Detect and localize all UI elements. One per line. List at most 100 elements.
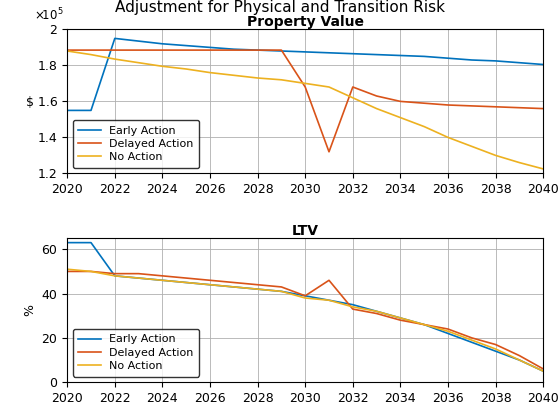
Line: Early Action: Early Action [67, 243, 543, 371]
No Action [540, 166, 547, 171]
Delayed Action [111, 47, 118, 52]
No Action [468, 144, 475, 149]
No Action [278, 77, 285, 82]
Early Action [135, 276, 142, 281]
No Action [349, 95, 356, 100]
No Action [111, 273, 118, 278]
No Action [159, 64, 166, 69]
Delayed Action [326, 149, 333, 154]
Delayed Action [254, 47, 261, 52]
No Action [397, 315, 404, 320]
No Action [445, 135, 451, 140]
Delayed Action [183, 276, 189, 281]
Delayed Action [421, 322, 427, 327]
Early Action [540, 62, 547, 67]
Delayed Action [421, 101, 427, 106]
Early Action [87, 240, 94, 245]
Early Action [64, 108, 71, 113]
No Action [397, 115, 404, 120]
No Action [373, 309, 380, 314]
No Action [254, 76, 261, 81]
Line: Delayed Action: Delayed Action [67, 271, 543, 369]
Early Action [492, 58, 499, 63]
Early Action [326, 298, 333, 303]
Early Action [254, 47, 261, 52]
Delayed Action [64, 269, 71, 274]
Early Action [135, 39, 142, 44]
Line: Early Action: Early Action [67, 38, 543, 110]
Early Action [516, 60, 523, 65]
Early Action [492, 349, 499, 354]
Early Action [207, 45, 213, 50]
No Action [516, 160, 523, 165]
No Action [183, 280, 189, 285]
Delayed Action [349, 307, 356, 312]
Delayed Action [278, 284, 285, 289]
Early Action [159, 41, 166, 46]
No Action [207, 282, 213, 287]
Delayed Action [111, 271, 118, 276]
Delayed Action [302, 84, 309, 89]
Early Action [278, 289, 285, 294]
Delayed Action [445, 326, 451, 331]
Delayed Action [87, 47, 94, 52]
Delayed Action [135, 47, 142, 52]
Line: Delayed Action: Delayed Action [67, 50, 543, 152]
Early Action [468, 340, 475, 345]
No Action [64, 48, 71, 53]
Title: LTV: LTV [292, 224, 319, 238]
Early Action [349, 302, 356, 307]
No Action [421, 322, 427, 327]
No Action [278, 289, 285, 294]
Early Action [421, 54, 427, 59]
Line: No Action: No Action [67, 51, 543, 169]
No Action [326, 298, 333, 303]
No Action [87, 269, 94, 274]
Early Action [183, 43, 189, 48]
Delayed Action [492, 104, 499, 109]
No Action [87, 52, 94, 57]
Delayed Action [326, 278, 333, 283]
Delayed Action [135, 271, 142, 276]
No Action [349, 304, 356, 310]
Delayed Action [397, 99, 404, 104]
Early Action [207, 282, 213, 287]
No Action [135, 276, 142, 281]
Early Action [468, 58, 475, 63]
Y-axis label: %: % [23, 304, 36, 316]
Early Action [183, 280, 189, 285]
No Action [302, 296, 309, 301]
Early Action [230, 47, 237, 52]
No Action [540, 369, 547, 374]
Delayed Action [516, 353, 523, 358]
Early Action [326, 50, 333, 55]
No Action [445, 329, 451, 334]
No Action [421, 124, 427, 129]
Delayed Action [540, 366, 547, 371]
Legend: Early Action, Delayed Action, No Action: Early Action, Delayed Action, No Action [73, 120, 199, 168]
No Action [159, 278, 166, 283]
No Action [492, 153, 499, 158]
Delayed Action [207, 47, 213, 52]
Delayed Action [159, 273, 166, 278]
No Action [516, 357, 523, 362]
Delayed Action [468, 336, 475, 341]
Early Action [373, 309, 380, 314]
Delayed Action [230, 47, 237, 52]
No Action [468, 338, 475, 343]
Early Action [445, 331, 451, 336]
Delayed Action [540, 106, 547, 111]
Early Action [159, 278, 166, 283]
Early Action [87, 108, 94, 113]
No Action [64, 267, 71, 272]
Early Action [254, 286, 261, 291]
Delayed Action [159, 47, 166, 52]
No Action [230, 73, 237, 78]
Early Action [373, 52, 380, 57]
No Action [111, 57, 118, 62]
Early Action [230, 284, 237, 289]
No Action [207, 70, 213, 75]
Delayed Action [183, 47, 189, 52]
Delayed Action [373, 311, 380, 316]
No Action [492, 346, 499, 352]
